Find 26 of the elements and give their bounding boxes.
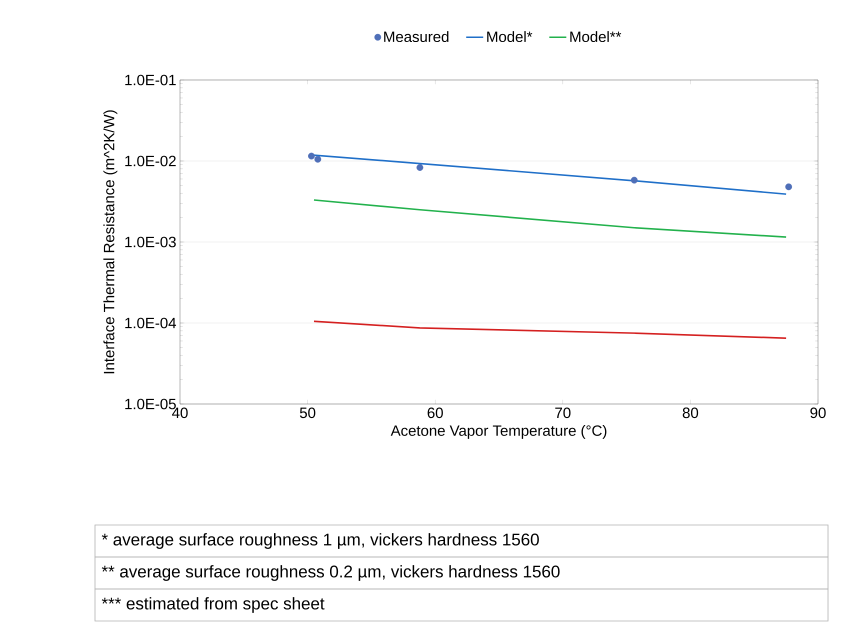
text: *** estimated from spec sheet	[102, 597, 324, 613]
point	[785, 183, 792, 190]
y-tick-label: 1.0E-04	[125, 318, 176, 328]
x-tick-label: 60	[428, 408, 443, 418]
point	[308, 152, 315, 160]
y-tick-label: 1.0E-03	[125, 236, 176, 248]
legend-label: Model*	[487, 31, 532, 42]
y-axis-title: Interface Thermal Resistance (m^2K/W)	[103, 110, 118, 374]
point	[630, 176, 638, 184]
point	[314, 156, 322, 163]
line-series	[313, 320, 787, 339]
x-tick-label: 70	[555, 408, 571, 418]
line-series	[313, 199, 787, 238]
y-tick-label: 1.0E-02	[125, 156, 176, 166]
x-axis-title: Acetone Vapor Temperature (°C)	[390, 424, 606, 439]
y-tick-label: 1.0E-01	[125, 74, 176, 86]
text: ** average surface roughness 0.2 µm, vickers hardness 1560	[102, 565, 560, 581]
y-tick-label: 1.0E-05	[125, 398, 176, 410]
x-tick-label: 50	[300, 408, 316, 418]
text: * average surface roughness 1 µm, vickers hardness 1560	[102, 533, 539, 549]
legend-label: Measured	[384, 31, 448, 42]
x-tick-label: 80	[682, 408, 698, 418]
x-tick-label: 90	[810, 408, 826, 418]
x-tick-label: 40	[172, 408, 188, 418]
point	[416, 164, 424, 171]
legend-label: Model**	[570, 31, 622, 42]
